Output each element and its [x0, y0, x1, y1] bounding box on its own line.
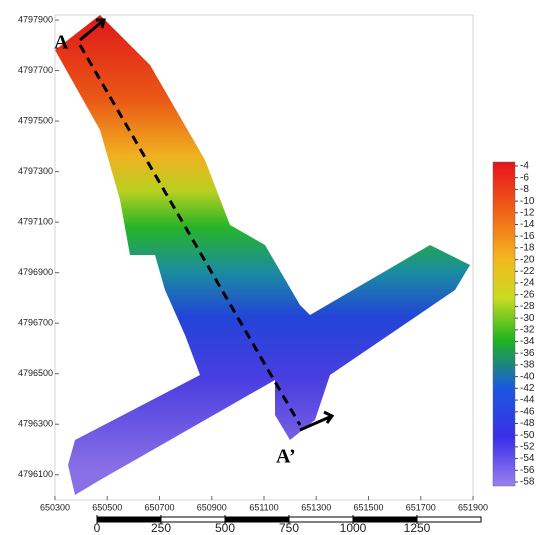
x-tick-label: 650700 [144, 502, 174, 512]
y-tick-label: 4797900 [18, 14, 53, 24]
y-tick-label: 4796900 [18, 267, 53, 277]
colorbar-label: -12 [520, 207, 535, 218]
y-tick-label: 4796700 [18, 318, 53, 328]
y-tick-label: 4796300 [18, 419, 53, 429]
y-tick-label: 4796500 [18, 368, 53, 378]
colorbar-label: -4 [520, 161, 529, 172]
x-tick-label: 651300 [301, 502, 331, 512]
x-tick-label: 650500 [92, 502, 122, 512]
scale-label: 500 [215, 521, 235, 535]
colorbar-label: -26 [520, 289, 535, 300]
map: A A’ 650300 650500 650700 650900 651100 65130… [0, 0, 540, 535]
colorbar-label: -8 [520, 184, 529, 195]
colorbar-label: -52 [520, 442, 535, 453]
section-start: A [54, 32, 69, 54]
survey-area [55, 15, 470, 495]
colorbar-label: -24 [520, 278, 535, 289]
colorbar-label: -18 [520, 243, 535, 254]
colorbar-label: -42 [520, 383, 535, 394]
x-tick-label: 651900 [458, 502, 488, 512]
scale-label: 750 [279, 521, 299, 535]
scale-label: 1000 [340, 521, 367, 535]
colorbar-label: -30 [520, 313, 535, 324]
colorbar-label: -40 [520, 371, 535, 382]
section-end: A’ [276, 446, 296, 468]
colorbar [493, 162, 515, 486]
y-tick-label: 4796100 [18, 469, 53, 479]
x-tick-label: 650300 [40, 502, 70, 512]
colorbar-label: -36 [520, 348, 535, 359]
scale-label: 250 [151, 521, 171, 535]
colorbar-label: -28 [520, 301, 535, 312]
x-tick-label: 650900 [197, 502, 227, 512]
y-tick-label: 4797500 [18, 115, 53, 125]
colorbar-label: -6 [520, 172, 529, 183]
y-tick-label: 4797100 [18, 217, 53, 227]
scale-label: 0 [94, 521, 101, 535]
x-tick-label: 651100 [249, 502, 278, 512]
x-tick-label: 651500 [353, 502, 383, 512]
scale-label: 1250 [404, 521, 431, 535]
colorbar-label: -54 [520, 453, 535, 464]
colorbar-label: -10 [520, 196, 535, 207]
y-tick-label: 4797700 [18, 65, 53, 75]
colorbar-label: -46 [520, 406, 535, 417]
colorbar-label: -48 [520, 418, 535, 429]
y-tick-label: 4797300 [18, 166, 53, 176]
colorbar-label: -16 [520, 231, 535, 242]
colorbar-label: -20 [520, 254, 535, 265]
colorbar-label: -22 [520, 266, 535, 277]
colorbar-label: -38 [520, 360, 535, 371]
colorbar-label: -34 [520, 336, 535, 347]
colorbar-label: -14 [520, 219, 535, 230]
colorbar-label: -56 [520, 465, 535, 476]
colorbar-label: -58 [520, 477, 535, 488]
colorbar-label: -44 [520, 395, 535, 406]
x-tick-label: 651700 [406, 502, 436, 512]
colorbar-label: -50 [520, 430, 535, 441]
colorbar-label: -32 [520, 324, 535, 335]
